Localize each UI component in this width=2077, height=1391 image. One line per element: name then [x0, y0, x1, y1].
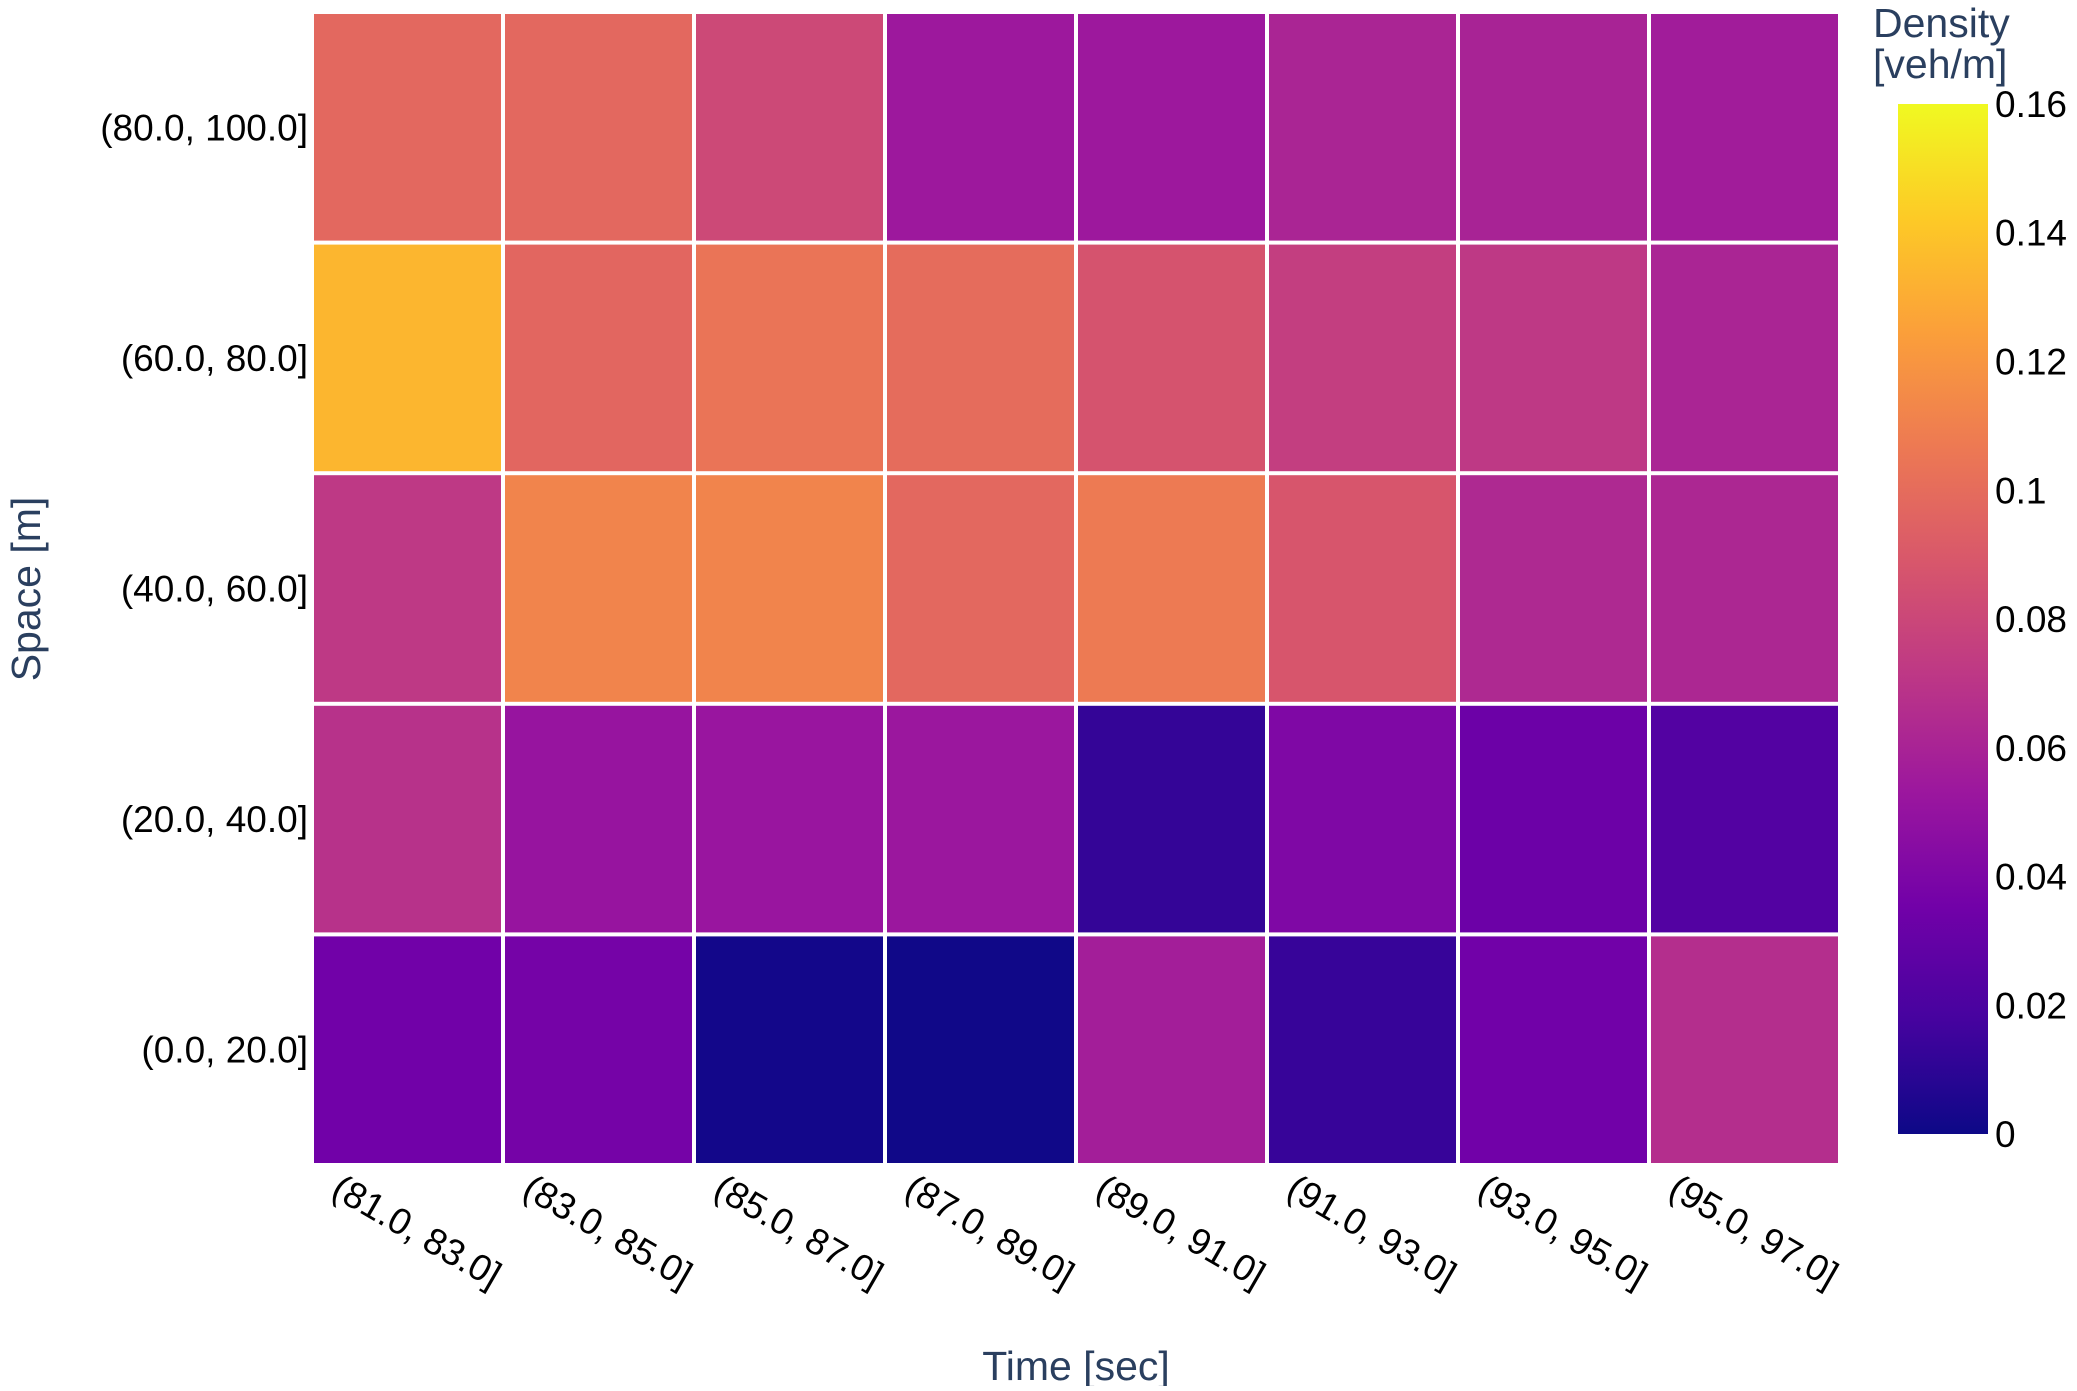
heatmap-cell-r1-c0	[314, 705, 501, 933]
heatmap-cell-r4-c0	[314, 14, 501, 241]
y-tick-label: (20.0, 40.0]	[121, 799, 308, 840]
y-tick-label: (40.0, 60.0]	[121, 569, 308, 610]
colorbar-ticks: 0 0.02 0.04 0.06 0.08 0.1 0.12 0.14 0.16	[1995, 84, 2067, 1155]
y-axis-title: Space [m]	[3, 497, 49, 682]
x-axis-ticks: (81.0, 83.0] (83.0, 85.0] (85.0, 87.0] (87.…	[325, 1167, 1845, 1296]
heatmap-cell-r4-c2	[696, 14, 883, 241]
colorbar-tick-label: 0.16	[1995, 84, 2067, 125]
y-axis-ticks: (0.0, 20.0] (20.0, 40.0] (40.0, 60.0] (60.0…	[100, 107, 308, 1070]
heatmap-cell-r2-c6	[1460, 475, 1647, 702]
heatmap-cell-r2-c3	[887, 475, 1074, 702]
heatmap-cell-r2-c2	[696, 475, 883, 702]
colorbar: Density [veh/m] 0 0.02 0.04 0.06 0.08 0.1 0.12…	[1873, 0, 2067, 1155]
colorbar-tick-label: 0.08	[1995, 599, 2067, 640]
x-tick-label: (89.0, 91.0]	[1089, 1167, 1272, 1296]
heatmap-cell-r3-c0	[314, 244, 501, 472]
heatmap-cell-r2-c0	[314, 475, 501, 702]
x-tick-label: (85.0, 87.0]	[707, 1167, 890, 1296]
heatmap-cell-r4-c3	[887, 14, 1074, 241]
heatmap-cell-r0-c3	[887, 936, 1074, 1163]
heatmap-cell-r4-c5	[1269, 14, 1456, 241]
y-tick-label: (80.0, 100.0]	[100, 107, 308, 148]
y-tick-label: (0.0, 20.0]	[141, 1030, 308, 1071]
heatmap-cell-r0-c4	[1078, 936, 1265, 1163]
x-tick-label: (87.0, 89.0]	[898, 1167, 1081, 1296]
heatmap-cell-r0-c0	[314, 936, 501, 1163]
heatmap-cell-r1-c7	[1651, 705, 1838, 933]
colorbar-title-line2: [veh/m]	[1873, 41, 2007, 87]
x-tick-label: (81.0, 83.0]	[325, 1167, 508, 1296]
heatmap-cell-r3-c1	[505, 244, 692, 472]
heatmap-cell-r3-c4	[1078, 244, 1265, 472]
heatmap-cell-r3-c3	[887, 244, 1074, 472]
heatmap-cell-r2-c5	[1269, 475, 1456, 702]
heatmap-cell-r3-c6	[1460, 244, 1647, 472]
heatmap-cell-r2-c1	[505, 475, 692, 702]
heatmap-cell-r0-c6	[1460, 936, 1647, 1163]
heatmap-cell-r3-c5	[1269, 244, 1456, 472]
heatmap-cells	[314, 14, 1838, 1163]
heatmap-cell-r4-c1	[505, 14, 692, 241]
heatmap-cell-r2-c7	[1651, 475, 1838, 702]
heatmap-cell-r3-c2	[696, 244, 883, 472]
heatmap-cell-r1-c3	[887, 705, 1074, 933]
heatmap-cell-r1-c2	[696, 705, 883, 933]
heatmap-cell-r4-c7	[1651, 14, 1838, 241]
heatmap-cell-r4-c4	[1078, 14, 1265, 241]
colorbar-tick-label: 0	[1995, 1114, 2016, 1155]
y-tick-label: (60.0, 80.0]	[121, 338, 308, 379]
colorbar-tick-label: 0.02	[1995, 985, 2067, 1026]
x-tick-label: (95.0, 97.0]	[1662, 1167, 1845, 1296]
heatmap-cell-r2-c4	[1078, 475, 1265, 702]
colorbar-tick-label: 0.04	[1995, 857, 2067, 898]
heatmap-cell-r1-c5	[1269, 705, 1456, 933]
heatmap-cell-r1-c6	[1460, 705, 1647, 933]
heatmap-cell-r1-c4	[1078, 705, 1265, 933]
colorbar-tick-label: 0.12	[1995, 342, 2067, 383]
heatmap-cell-r0-c1	[505, 936, 692, 1163]
x-axis-title: Time [sec]	[982, 1343, 1170, 1386]
x-tick-label: (83.0, 85.0]	[516, 1167, 699, 1296]
colorbar-tick-label: 0.1	[1995, 470, 2046, 511]
colorbar-tick-label: 0.14	[1995, 213, 2067, 254]
heatmap-cell-r0-c2	[696, 936, 883, 1163]
heatmap-cell-r1-c1	[505, 705, 692, 933]
colorbar-tick-label: 0.06	[1995, 728, 2067, 769]
colorbar-title-line1: Density	[1873, 0, 2010, 46]
x-tick-label: (91.0, 93.0]	[1280, 1167, 1463, 1296]
heatmap-cell-r0-c7	[1651, 936, 1838, 1163]
heatmap-cell-r3-c7	[1651, 244, 1838, 472]
heatmap-cell-r0-c5	[1269, 936, 1456, 1163]
x-tick-label: (93.0, 95.0]	[1471, 1167, 1654, 1296]
heatmap-cell-r4-c6	[1460, 14, 1647, 241]
colorbar-gradient	[1898, 104, 1988, 1134]
